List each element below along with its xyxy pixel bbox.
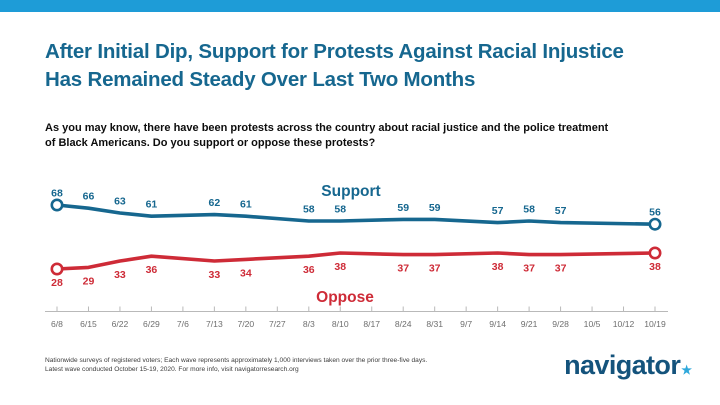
star-icon: ★: [681, 363, 692, 377]
x-axis-tick-label: 7/27: [269, 319, 286, 329]
oppose-data-label: 38: [334, 261, 346, 273]
survey-question-line2: of Black Americans. Do you support or op…: [45, 137, 376, 149]
x-axis-tick-label: 9/14: [489, 319, 506, 329]
survey-question-line1: As you may know, there have been protest…: [45, 122, 609, 134]
support-data-label: 63: [114, 196, 126, 208]
x-axis-tick-label: 8/10: [332, 319, 349, 329]
page-title-line2: Has Remained Steady Over Last Two Months: [45, 68, 476, 91]
x-axis-tick-label: 8/24: [395, 319, 412, 329]
navigator-logo: navigator★: [564, 350, 692, 381]
oppose-data-label: 33: [209, 269, 221, 281]
support-data-label: 59: [429, 202, 441, 214]
x-axis-tick-label: 6/29: [143, 319, 160, 329]
page-title-line1: After Initial Dip, Support for Protests …: [45, 40, 624, 63]
oppose-data-label: 37: [397, 263, 409, 275]
x-axis-tick-label: 9/28: [552, 319, 569, 329]
oppose-endpoint-marker: [50, 262, 64, 276]
x-axis-tick-label: 7/6: [177, 319, 189, 329]
oppose-line: [55, 251, 657, 271]
x-axis-tick-label: 7/20: [237, 319, 254, 329]
oppose-data-label: 37: [555, 263, 567, 275]
oppose-data-label: 37: [523, 263, 535, 275]
x-axis-tick-label: 9/7: [460, 319, 472, 329]
page-title: After Initial Dip, Support for Protests …: [45, 38, 690, 94]
support-data-label: 61: [146, 199, 158, 211]
x-axis-tick-label: 9/21: [521, 319, 538, 329]
x-axis-tick-label: 10/19: [644, 319, 666, 329]
support-data-label: 57: [492, 205, 504, 217]
support-data-label: 58: [523, 204, 535, 216]
x-axis-tick-label: 7/13: [206, 319, 223, 329]
oppose-data-label: 37: [429, 263, 441, 275]
support-series-label: Support: [321, 183, 380, 200]
support-data-label: 58: [303, 204, 315, 216]
support-data-label: 56: [649, 207, 661, 219]
oppose-data-label: 34: [240, 267, 252, 279]
support-data-label: 59: [397, 202, 409, 214]
oppose-series-label: Oppose: [316, 289, 374, 306]
support-data-label: 62: [209, 197, 221, 209]
x-axis-tick-label: 6/22: [112, 319, 129, 329]
oppose-data-label: 38: [492, 261, 504, 273]
x-axis-tick-label: 6/8: [51, 319, 63, 329]
footnote-line2: Latest wave conducted October 15-19, 202…: [45, 366, 299, 373]
x-axis-tick-label: 6/15: [80, 319, 97, 329]
support-data-label: 68: [51, 188, 63, 200]
x-axis-tick-label: 10/12: [613, 319, 635, 329]
footnote: Nationwide surveys of registered voters;…: [45, 356, 525, 374]
support-data-label: 57: [555, 205, 567, 217]
support-data-label: 58: [334, 204, 346, 216]
support-data-label: 66: [83, 191, 95, 203]
oppose-data-label: 36: [146, 264, 158, 276]
top-accent-bar: [0, 0, 720, 12]
support-endpoint-marker: [50, 198, 64, 212]
survey-question: As you may know, there have been protest…: [45, 121, 690, 151]
x-axis-tick-label: 10/5: [584, 319, 601, 329]
navigator-logo-text: navigator: [564, 350, 681, 380]
x-axis-tick-label: 8/3: [303, 319, 315, 329]
support-line: [55, 203, 657, 226]
oppose-data-label: 38: [649, 261, 661, 273]
support-endpoint-marker: [648, 217, 662, 231]
oppose-data-label: 28: [51, 277, 63, 289]
support-data-label: 61: [240, 199, 252, 211]
oppose-data-label: 29: [83, 275, 95, 287]
oppose-endpoint-marker: [648, 246, 662, 260]
oppose-data-label: 36: [303, 264, 315, 276]
oppose-data-label: 33: [114, 269, 126, 281]
footnote-line1: Nationwide surveys of registered voters;…: [45, 357, 428, 364]
x-axis-tick-label: 8/17: [363, 319, 380, 329]
x-axis-tick-label: 8/31: [426, 319, 443, 329]
